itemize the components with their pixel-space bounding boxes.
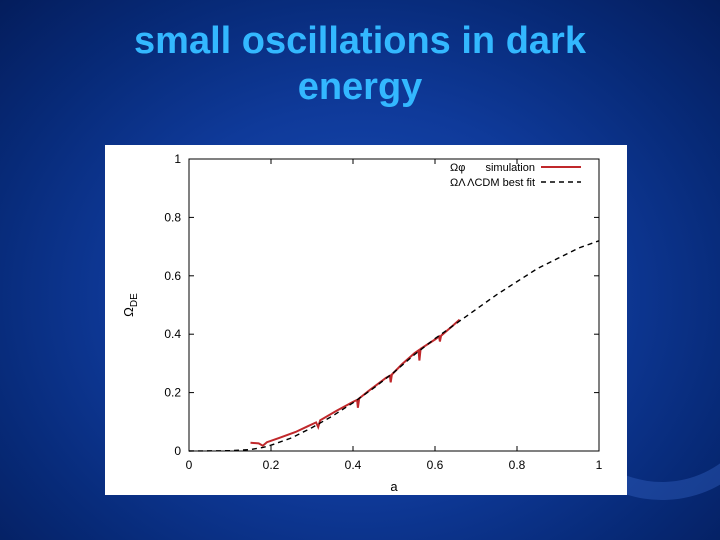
slide-title-line-2: energy bbox=[297, 66, 423, 108]
chart-svg: 0 0.2 0.4 0.6 0.8 1 0 0.2 0.4 0.6 0.8 1 Ωφ simulatio… bbox=[121, 152, 603, 494]
y-axis-label: ΩDE bbox=[121, 293, 140, 317]
x-tick-label: 0.2 bbox=[263, 458, 280, 472]
y-tick-label: 0.4 bbox=[164, 327, 181, 341]
x-tick-label: 0.4 bbox=[345, 458, 362, 472]
x-tick-label: 0.6 bbox=[427, 458, 444, 472]
y-tick-label: 0 bbox=[174, 444, 181, 458]
x-tick-label: 0.8 bbox=[509, 458, 526, 472]
chart-axes bbox=[188, 158, 600, 452]
legend-label-1: simulation bbox=[485, 162, 535, 174]
chart-ticks: 0 0.2 0.4 0.6 0.8 1 0 0.2 0.4 0.6 0.8 1 bbox=[164, 152, 602, 472]
x-tick-label: 1 bbox=[596, 458, 603, 472]
y-tick-label: 0.8 bbox=[164, 210, 181, 224]
slide-title-line-1: small oscillations in dark bbox=[134, 20, 586, 62]
chart-legend: Ωφ simulation ΩΛ ΛCDM best fit bbox=[450, 162, 581, 189]
plot-frame bbox=[188, 158, 600, 452]
legend-symbol-2: ΩΛ bbox=[450, 177, 466, 189]
y-axis-label-symbol: Ω bbox=[121, 307, 136, 317]
y-tick-label: 0.2 bbox=[164, 386, 181, 400]
legend-label-2: ΛCDM best fit bbox=[467, 177, 535, 189]
x-axis-label: a bbox=[390, 479, 398, 494]
chart-series bbox=[188, 240, 600, 452]
y-tick-label: 1 bbox=[174, 152, 181, 166]
x-tick-label: 0 bbox=[186, 458, 193, 472]
y-tick-label: 0.6 bbox=[164, 269, 181, 283]
chart-panel: 0 0.2 0.4 0.6 0.8 1 0 0.2 0.4 0.6 0.8 1 Ωφ simulatio… bbox=[105, 145, 627, 495]
legend-symbol-1: Ωφ bbox=[450, 162, 465, 174]
y-axis-label-subscript: DE bbox=[129, 293, 140, 307]
series-line-1 bbox=[250, 318, 461, 447]
slide-title: small oscillations in dark energy bbox=[0, 18, 720, 110]
series-line-2 bbox=[188, 240, 600, 452]
